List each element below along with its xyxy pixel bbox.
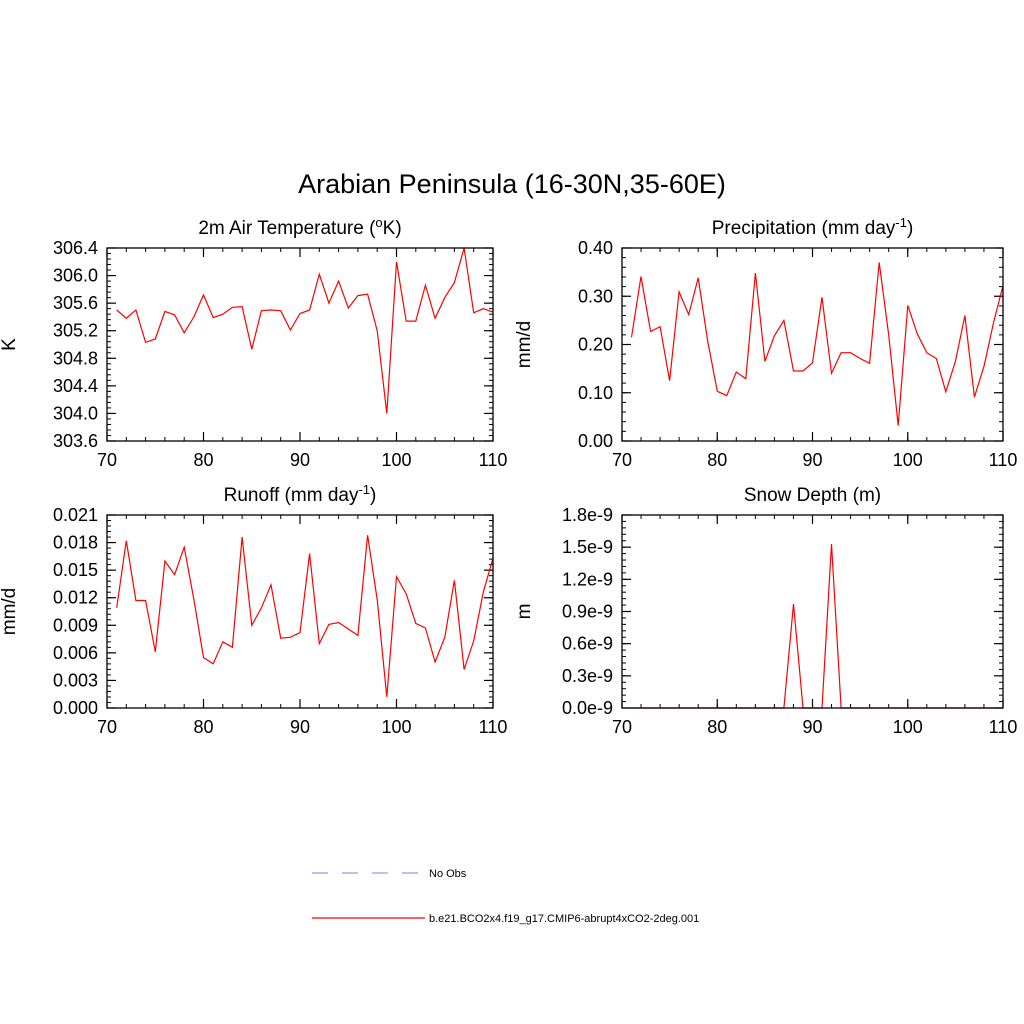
- y-tick-label: 0.018: [53, 533, 98, 553]
- y-tick-label: 1.8e-9: [562, 505, 613, 525]
- x-tick-label: 110: [479, 450, 508, 470]
- x-tick-label: 100: [893, 450, 923, 470]
- y-tick-label: 0.006: [53, 643, 98, 663]
- panel-title: Precipitation (mm day-1): [712, 215, 914, 239]
- series-line: [116, 535, 494, 698]
- y-tick-label: 1.5e-9: [562, 537, 613, 557]
- title-superscript: o: [375, 215, 382, 230]
- y-tick-label: 0.003: [53, 670, 98, 690]
- panel-temperature: 2m Air Temperature (oK) K 70 80 90 100 110 303.…: [0, 215, 507, 470]
- y-tick-label: 0.021: [53, 505, 98, 525]
- x-tick-label: 80: [193, 717, 213, 737]
- y-axis-label: mm/d: [0, 588, 20, 636]
- x-tick-label: 110: [989, 450, 1018, 470]
- y-axis-label: m: [514, 604, 535, 620]
- series-line: [631, 543, 1003, 709]
- y-tick-label: 0.012: [53, 588, 98, 608]
- y-tick-label: 0.000: [53, 698, 98, 718]
- panel-title: Runoff (mm day-1): [224, 482, 377, 506]
- panel-snow-depth: Snow Depth (m) m 70 80 90 100 110 0.0e-9 0.3e-9 0…: [514, 485, 1017, 737]
- title-text: ): [907, 218, 913, 239]
- title-text: Runoff (mm day: [224, 485, 359, 506]
- figure-title: Arabian Peninsula (16-30N,35-60E): [298, 169, 726, 199]
- plot-frame: [106, 514, 494, 709]
- title-text: Snow Depth (m): [744, 485, 881, 506]
- y-tick-label: 305.2: [53, 321, 98, 341]
- x-tick-label: 70: [612, 717, 632, 737]
- y-axis-label: mm/d: [514, 321, 535, 369]
- y-tick-label: 0.0e-9: [562, 698, 613, 718]
- legend-label: No Obs: [429, 868, 467, 880]
- y-tick-label: 1.2e-9: [562, 569, 613, 589]
- y-tick-label: 0.10: [578, 383, 613, 403]
- x-tick-label: 90: [290, 450, 310, 470]
- y-tick-label: 306.0: [53, 266, 98, 286]
- panel-precipitation: Precipitation (mm day-1) mm/d 70 80 90 100 110…: [514, 215, 1017, 470]
- series-line: [630, 262, 1004, 426]
- y-tick-label: 0.00: [578, 431, 613, 451]
- legend-entry: b.e21.BCO2x4.f19_g17.CMIP6-abrupt4xCO2-2…: [312, 913, 699, 925]
- panels: 2m Air Temperature (oK) K 70 80 90 100 110 303.…: [0, 215, 1017, 737]
- legend-label: b.e21.BCO2x4.f19_g17.CMIP6-abrupt4xCO2-2…: [429, 913, 699, 925]
- plot-frame: [621, 247, 1004, 442]
- y-tick-label: 306.4: [53, 238, 98, 258]
- y-tick-label: 0.9e-9: [562, 602, 613, 622]
- x-tick-label: 90: [802, 450, 822, 470]
- y-tick-label: 304.0: [53, 403, 98, 423]
- title-text: ): [370, 485, 376, 506]
- y-tick-label: 0.30: [578, 286, 613, 306]
- x-tick-label: 100: [893, 717, 923, 737]
- series-line: [116, 247, 494, 414]
- y-axis-label: K: [0, 338, 20, 351]
- title-text: Precipitation (mm day: [712, 218, 896, 239]
- y-tick-label: 303.6: [53, 431, 98, 451]
- x-tick-label: 80: [707, 450, 727, 470]
- y-tick-label: 0.015: [53, 560, 98, 580]
- plot-frame: [621, 514, 1004, 709]
- x-tick-label: 70: [97, 717, 117, 737]
- x-tick-label: 90: [802, 717, 822, 737]
- panel-title: Snow Depth (m): [744, 485, 881, 506]
- x-tick-label: 110: [479, 717, 508, 737]
- title-text: K): [383, 218, 402, 239]
- x-tick-label: 110: [989, 717, 1018, 737]
- x-tick-label: 100: [381, 450, 411, 470]
- x-tick-label: 70: [97, 450, 117, 470]
- y-tick-label: 305.6: [53, 293, 98, 313]
- plot-frame: [106, 247, 494, 442]
- title-superscript: -1: [895, 215, 907, 230]
- panel-title: 2m Air Temperature (oK): [198, 215, 401, 239]
- x-tick-label: 100: [381, 717, 411, 737]
- x-tick-label: 80: [193, 450, 213, 470]
- legend-entry: No Obs: [312, 868, 467, 880]
- x-tick-label: 80: [707, 717, 727, 737]
- x-tick-label: 70: [612, 450, 632, 470]
- x-tick-label: 90: [290, 717, 310, 737]
- y-tick-label: 0.009: [53, 615, 98, 635]
- y-tick-label: 304.4: [53, 376, 98, 396]
- y-tick-label: 304.8: [53, 348, 98, 368]
- legend: No Obs b.e21.BCO2x4.f19_g17.CMIP6-abrupt4…: [312, 868, 699, 925]
- title-superscript: -1: [358, 482, 370, 497]
- title-text: 2m Air Temperature (: [198, 218, 376, 239]
- y-tick-label: 0.3e-9: [562, 666, 613, 686]
- y-tick-label: 0.20: [578, 335, 613, 355]
- y-tick-label: 0.6e-9: [562, 634, 613, 654]
- y-tick-label: 0.40: [578, 238, 613, 258]
- panel-runoff: Runoff (mm day-1) mm/d 70 80 90 100 110 0.000 0.…: [0, 482, 507, 737]
